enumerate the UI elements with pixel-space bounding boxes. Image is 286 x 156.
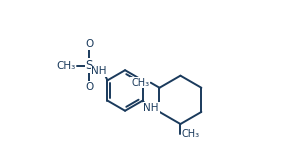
Text: NH: NH [143, 103, 159, 113]
Text: S: S [86, 59, 93, 72]
Text: CH₃: CH₃ [131, 78, 149, 88]
Text: O: O [85, 39, 93, 49]
Text: CH₃: CH₃ [182, 129, 200, 139]
Text: NH: NH [91, 66, 107, 76]
Text: O: O [85, 82, 93, 92]
Text: CH₃: CH₃ [56, 61, 75, 71]
